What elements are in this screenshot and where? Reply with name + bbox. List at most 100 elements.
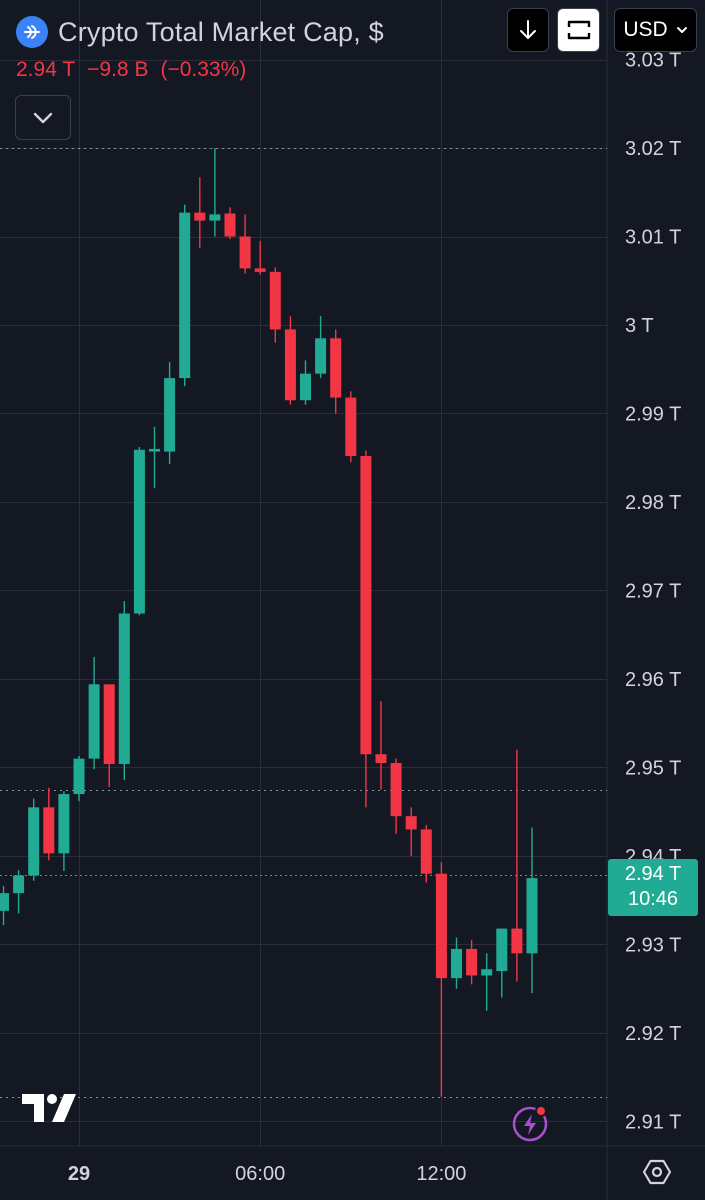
price-tick-label: 2.92 T [625,1023,681,1045]
price-change-summary: 2.94 T −9.8 B (−0.33%) [16,58,246,82]
candle-up [28,798,40,881]
candle-down [224,207,236,240]
reference-lines [0,148,607,1098]
candle-body [73,758,85,795]
candle-down [284,316,296,405]
change-value: −9.8 B [87,58,149,81]
chevron-down-icon [33,112,53,123]
candle-down [330,329,342,414]
candle-body [194,212,206,221]
bar-countdown: 10:46 [627,888,679,910]
candle-body [88,684,100,759]
price-tick-label: 3.01 T [625,227,681,249]
price-tick-label: 3.03 T [625,50,681,72]
candle-up [164,362,176,464]
candle-body [420,829,432,874]
candle-body [103,684,115,764]
tradingview-logo-icon[interactable] [20,1088,80,1128]
candle-down [375,701,387,790]
candle-body [28,807,40,876]
candle-body [481,969,493,976]
candle-up [451,937,462,989]
candle-up [149,426,160,488]
candle-body [466,948,478,976]
fullscreen-button[interactable] [557,8,600,52]
candle-down [435,862,447,1097]
gear-icon [642,1159,672,1185]
lightning-bolt-icon [512,1105,548,1142]
time-tick-label: 29 [68,1163,90,1185]
candle-down [254,240,266,275]
candle-up [118,601,130,780]
candle-body [269,271,281,330]
candlestick-series [0,148,538,1097]
candle-body [133,449,145,614]
change-percent: (−0.33%) [160,58,247,81]
candle-down [405,807,417,856]
candle-body [164,378,176,452]
candle-body [496,928,508,972]
candle-body [435,873,447,979]
current-price-label: 2.94 T [624,863,682,885]
download-button[interactable] [507,8,549,52]
price-axis[interactable]: 3.03 T 3.02 T 3.01 T 3 T 2.99 T 2.98 T 2.97 T 2… [625,50,681,1134]
candle-up [13,870,25,914]
candle-body [118,613,130,764]
alert-button[interactable] [510,1104,550,1144]
candle-body [224,213,236,237]
price-tick-label: 2.99 T [625,404,681,426]
candle-body [179,212,191,379]
candle-up [209,148,221,237]
candle-down [420,825,432,883]
currency-select[interactable]: USD [614,8,697,52]
currency-label: USD [623,18,668,41]
price-tick-label: 2.97 T [625,581,681,603]
time-axis[interactable]: 29 06:00 12:00 [68,1163,467,1185]
horizontal-grid [0,60,607,1122]
candle-down [511,749,523,982]
candle-up [73,755,85,802]
candle-up [481,953,493,1011]
candle-down [390,758,402,834]
last-value: 2.94 T [16,58,76,81]
candle-down [269,267,281,343]
candle-up [315,316,327,379]
chevron-down-icon [676,27,687,33]
chart-title-bar: Crypto Total Market Cap, $ [16,12,384,52]
candle-down [360,450,372,808]
price-tick-label: 3 T [625,315,654,337]
candle-body [315,338,327,374]
price-tick-label: 2.93 T [625,935,681,957]
candle-up [133,447,145,616]
price-tick-label: 2.96 T [625,669,681,691]
candle-body [526,878,538,954]
candle-body [13,875,25,894]
candle-up [179,204,191,387]
candle-body [254,268,266,272]
candle-body [375,754,387,764]
candle-down [103,684,115,787]
candle-up [300,360,311,405]
price-tick-label: 2.95 T [625,758,681,780]
candle-body [300,373,311,401]
crypto-logo-icon [16,16,48,48]
vertical-grid [79,0,442,1146]
chart-settings-button[interactable] [640,1155,674,1189]
candle-body [0,893,9,911]
candle-up [526,827,538,994]
collapse-legend-button[interactable] [15,95,71,140]
candle-down [239,214,251,274]
candle-body [43,807,55,854]
candle-up [0,886,9,926]
candle-body [209,214,221,221]
candle-body [284,329,296,401]
candle-body [330,338,342,398]
price-tick-label: 2.98 T [625,492,681,514]
candle-body [149,448,160,452]
candle-body [345,397,357,456]
candle-body [511,928,523,954]
fullscreen-icon [567,20,590,40]
time-tick-label: 06:00 [235,1163,285,1185]
price-tick-label: 2.91 T [625,1112,681,1134]
